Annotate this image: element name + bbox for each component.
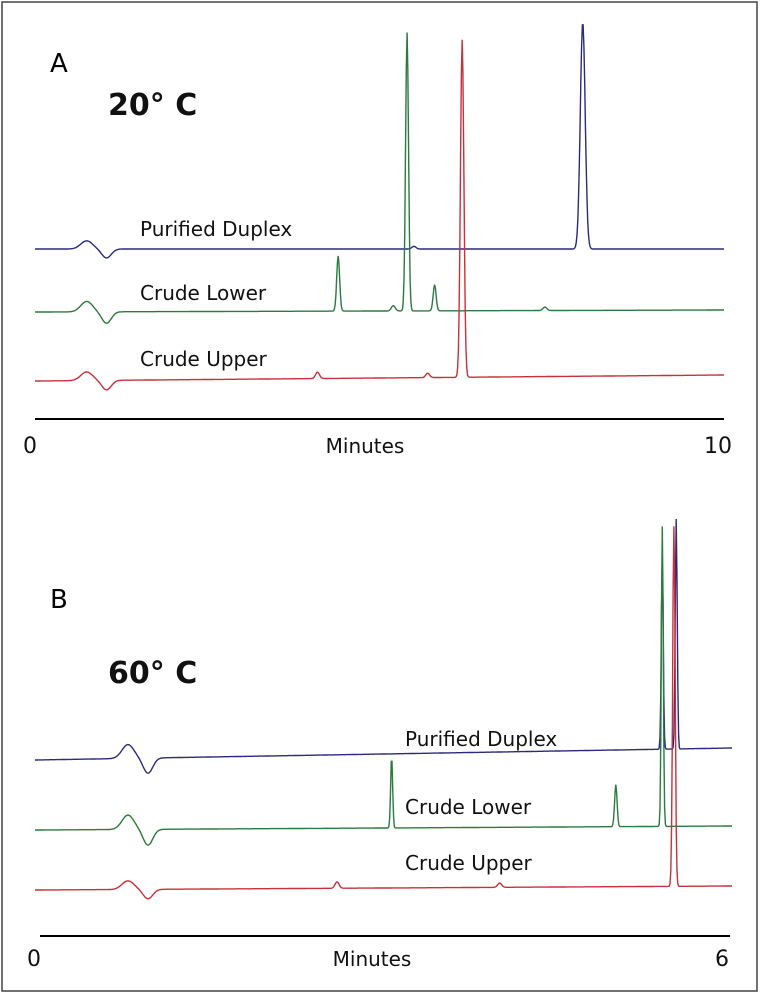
- panel-b-label: B: [50, 585, 68, 615]
- panel-a-temperature: 20° C: [108, 88, 197, 123]
- panel-a-trace-crude-upper: [35, 39, 724, 391]
- panel-b-series-label-crude-lower: Crude Lower: [405, 795, 532, 819]
- panel-a-x-axis-title: Minutes: [326, 434, 405, 458]
- panel-b-tick-label-max: 6: [715, 947, 729, 972]
- panel-b-x-axis-title: Minutes: [333, 947, 412, 971]
- panel-a-tick-label-min: 0: [23, 434, 37, 459]
- panel-b-tick-label-min: 0: [27, 947, 41, 972]
- panel-a-series-label-crude-lower: Crude Lower: [140, 281, 267, 305]
- panel-b: B 60° C Purified Duplex Crude Lower Crud…: [27, 518, 732, 972]
- panel-b-trace-purified-duplex: [35, 518, 732, 774]
- panel-a-tick-label-max: 10: [704, 434, 732, 459]
- panel-b-series-label-crude-upper: Crude Upper: [405, 851, 533, 875]
- panel-a-series-label-crude-upper: Crude Upper: [140, 347, 268, 371]
- panel-a-series-label-purified-duplex: Purified Duplex: [140, 217, 292, 241]
- panel-b-temperature: 60° C: [108, 656, 197, 691]
- panel-a-trace-crude-lower: [35, 32, 724, 324]
- panel-b-trace-crude-lower: [35, 526, 732, 846]
- panel-a-label: A: [50, 49, 68, 79]
- panel-a-trace-purified-duplex: [35, 24, 724, 259]
- panel-b-trace-crude-upper: [35, 526, 732, 900]
- panel-a: A 20° C Purified Duplex Crude Lower Crud…: [23, 24, 732, 459]
- panel-b-series-label-purified-duplex: Purified Duplex: [405, 727, 557, 751]
